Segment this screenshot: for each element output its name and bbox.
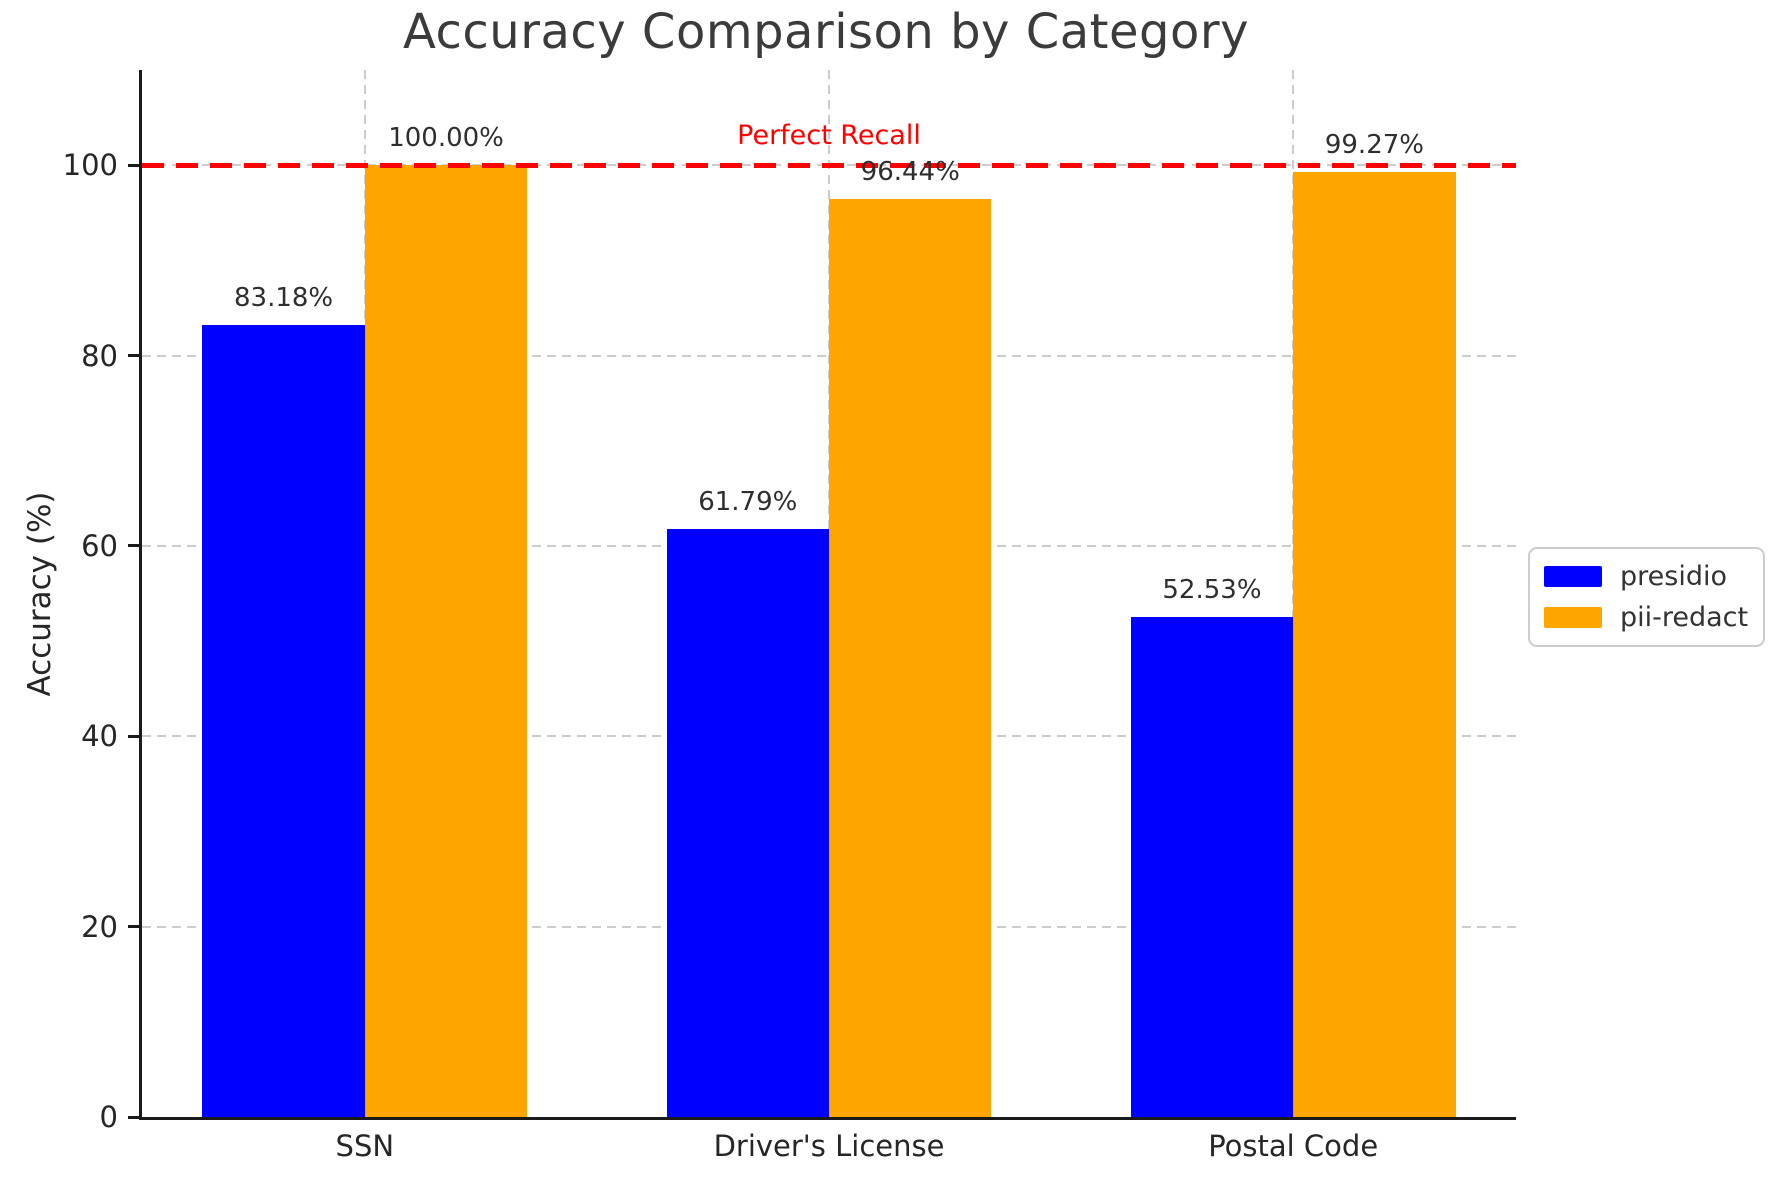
reference-line-label: Perfect Recall [737, 120, 921, 152]
bar-value-label: 83.18% [233, 283, 334, 314]
presidio-swatch-icon [1544, 566, 1602, 587]
bar-value-label: 99.27% [1324, 130, 1424, 161]
x-tick-label: SSN [335, 1129, 395, 1163]
bar-pii-redact-Driver's License [829, 199, 992, 1117]
y-tick-label: 80 [81, 338, 118, 373]
legend-label-pii-redact: pii-redact [1620, 602, 1749, 633]
x-tick-label: Postal Code [1208, 1129, 1379, 1163]
bar-value-label: 100.00% [388, 123, 504, 154]
bar-value-label: 96.44% [860, 157, 960, 188]
y-tick-label: 40 [81, 719, 118, 754]
legend: presidio pii-redact [1528, 547, 1765, 647]
y-tick-mark [128, 163, 139, 167]
bar-presidio-SSN [202, 325, 365, 1117]
y-tick-label: 20 [81, 909, 118, 944]
bar-value-label: 61.79% [698, 486, 798, 517]
legend-label-presidio: presidio [1620, 561, 1727, 592]
y-tick-mark [128, 925, 139, 929]
plot-area: Perfect Recall 0 20 40 60 80 100 SSN Driver's L… [63, 70, 1516, 1163]
y-tick-label: 100 [62, 148, 118, 183]
y-tick-mark [128, 354, 139, 358]
chart-title: Accuracy Comparison by Category [403, 4, 1249, 60]
bar-presidio-Postal Code [1130, 617, 1294, 1117]
y-tick-mark [128, 1115, 139, 1119]
y-tick-mark [128, 734, 139, 738]
y-tick-mark [128, 544, 139, 548]
reference-line [142, 162, 1516, 168]
legend-item-presidio: presidio [1544, 561, 1749, 592]
y-tick-label: 60 [81, 528, 118, 563]
pii-redact-swatch-icon [1544, 607, 1602, 628]
bar-pii-redact-Postal Code [1293, 172, 1456, 1117]
bar-pii-redact-SSN [364, 165, 528, 1117]
y-tick-label: 0 [99, 1100, 118, 1134]
y-axis-label: Accuracy (%) [22, 491, 58, 697]
legend-item-pii-redact: pii-redact [1544, 602, 1749, 633]
bar-value-label: 52.53% [1162, 575, 1262, 605]
bar-presidio-Driver's License [666, 528, 829, 1117]
x-tick-label: Driver's License [713, 1129, 945, 1163]
